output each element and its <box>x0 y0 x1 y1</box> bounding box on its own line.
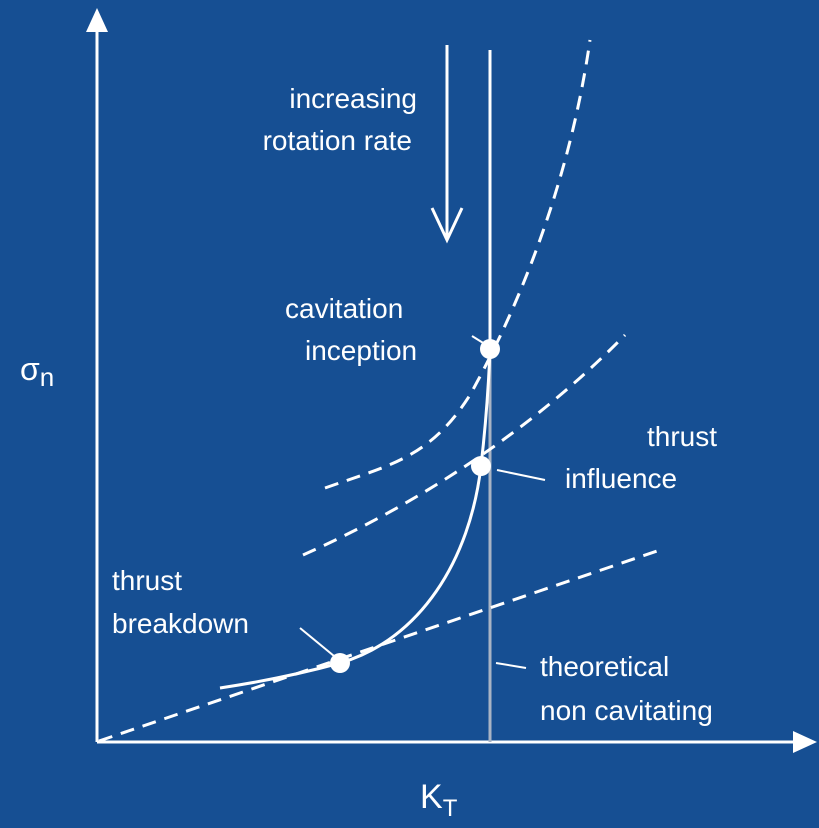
x-axis-symbol: K <box>420 778 443 816</box>
rotation-arrow-head <box>430 207 464 244</box>
leader-line <box>495 662 527 669</box>
x-axis-label: KT <box>420 778 458 822</box>
y-axis-label: σn <box>20 351 54 392</box>
annotation: breakdown <box>112 608 249 639</box>
annotation: thrust <box>647 421 717 452</box>
influence-point <box>471 456 491 476</box>
annotation: inception <box>305 335 417 366</box>
leader-line <box>471 335 489 347</box>
annotation: rotation rate <box>263 125 412 156</box>
leader-line <box>496 469 546 481</box>
annotation: cavitation <box>285 293 403 324</box>
performance-curve <box>219 50 492 690</box>
influence-curve <box>302 333 627 557</box>
annotation: non cavitating <box>540 695 713 726</box>
breakdown-curve <box>98 548 661 743</box>
breakdown-point <box>330 653 350 673</box>
y-axis-subscript: n <box>40 362 54 392</box>
inception-curve <box>324 39 592 490</box>
annotation: increasing <box>289 83 417 114</box>
x-axis-arrow <box>793 731 817 753</box>
annotation: theoretical <box>540 651 669 682</box>
y-axis-arrow <box>86 8 108 32</box>
annotation: influence <box>565 463 677 494</box>
leader-line <box>299 627 335 657</box>
y-axis-symbol: σ <box>20 351 40 387</box>
x-axis-subscript: T <box>443 795 458 822</box>
annotation: thrust <box>112 565 182 596</box>
